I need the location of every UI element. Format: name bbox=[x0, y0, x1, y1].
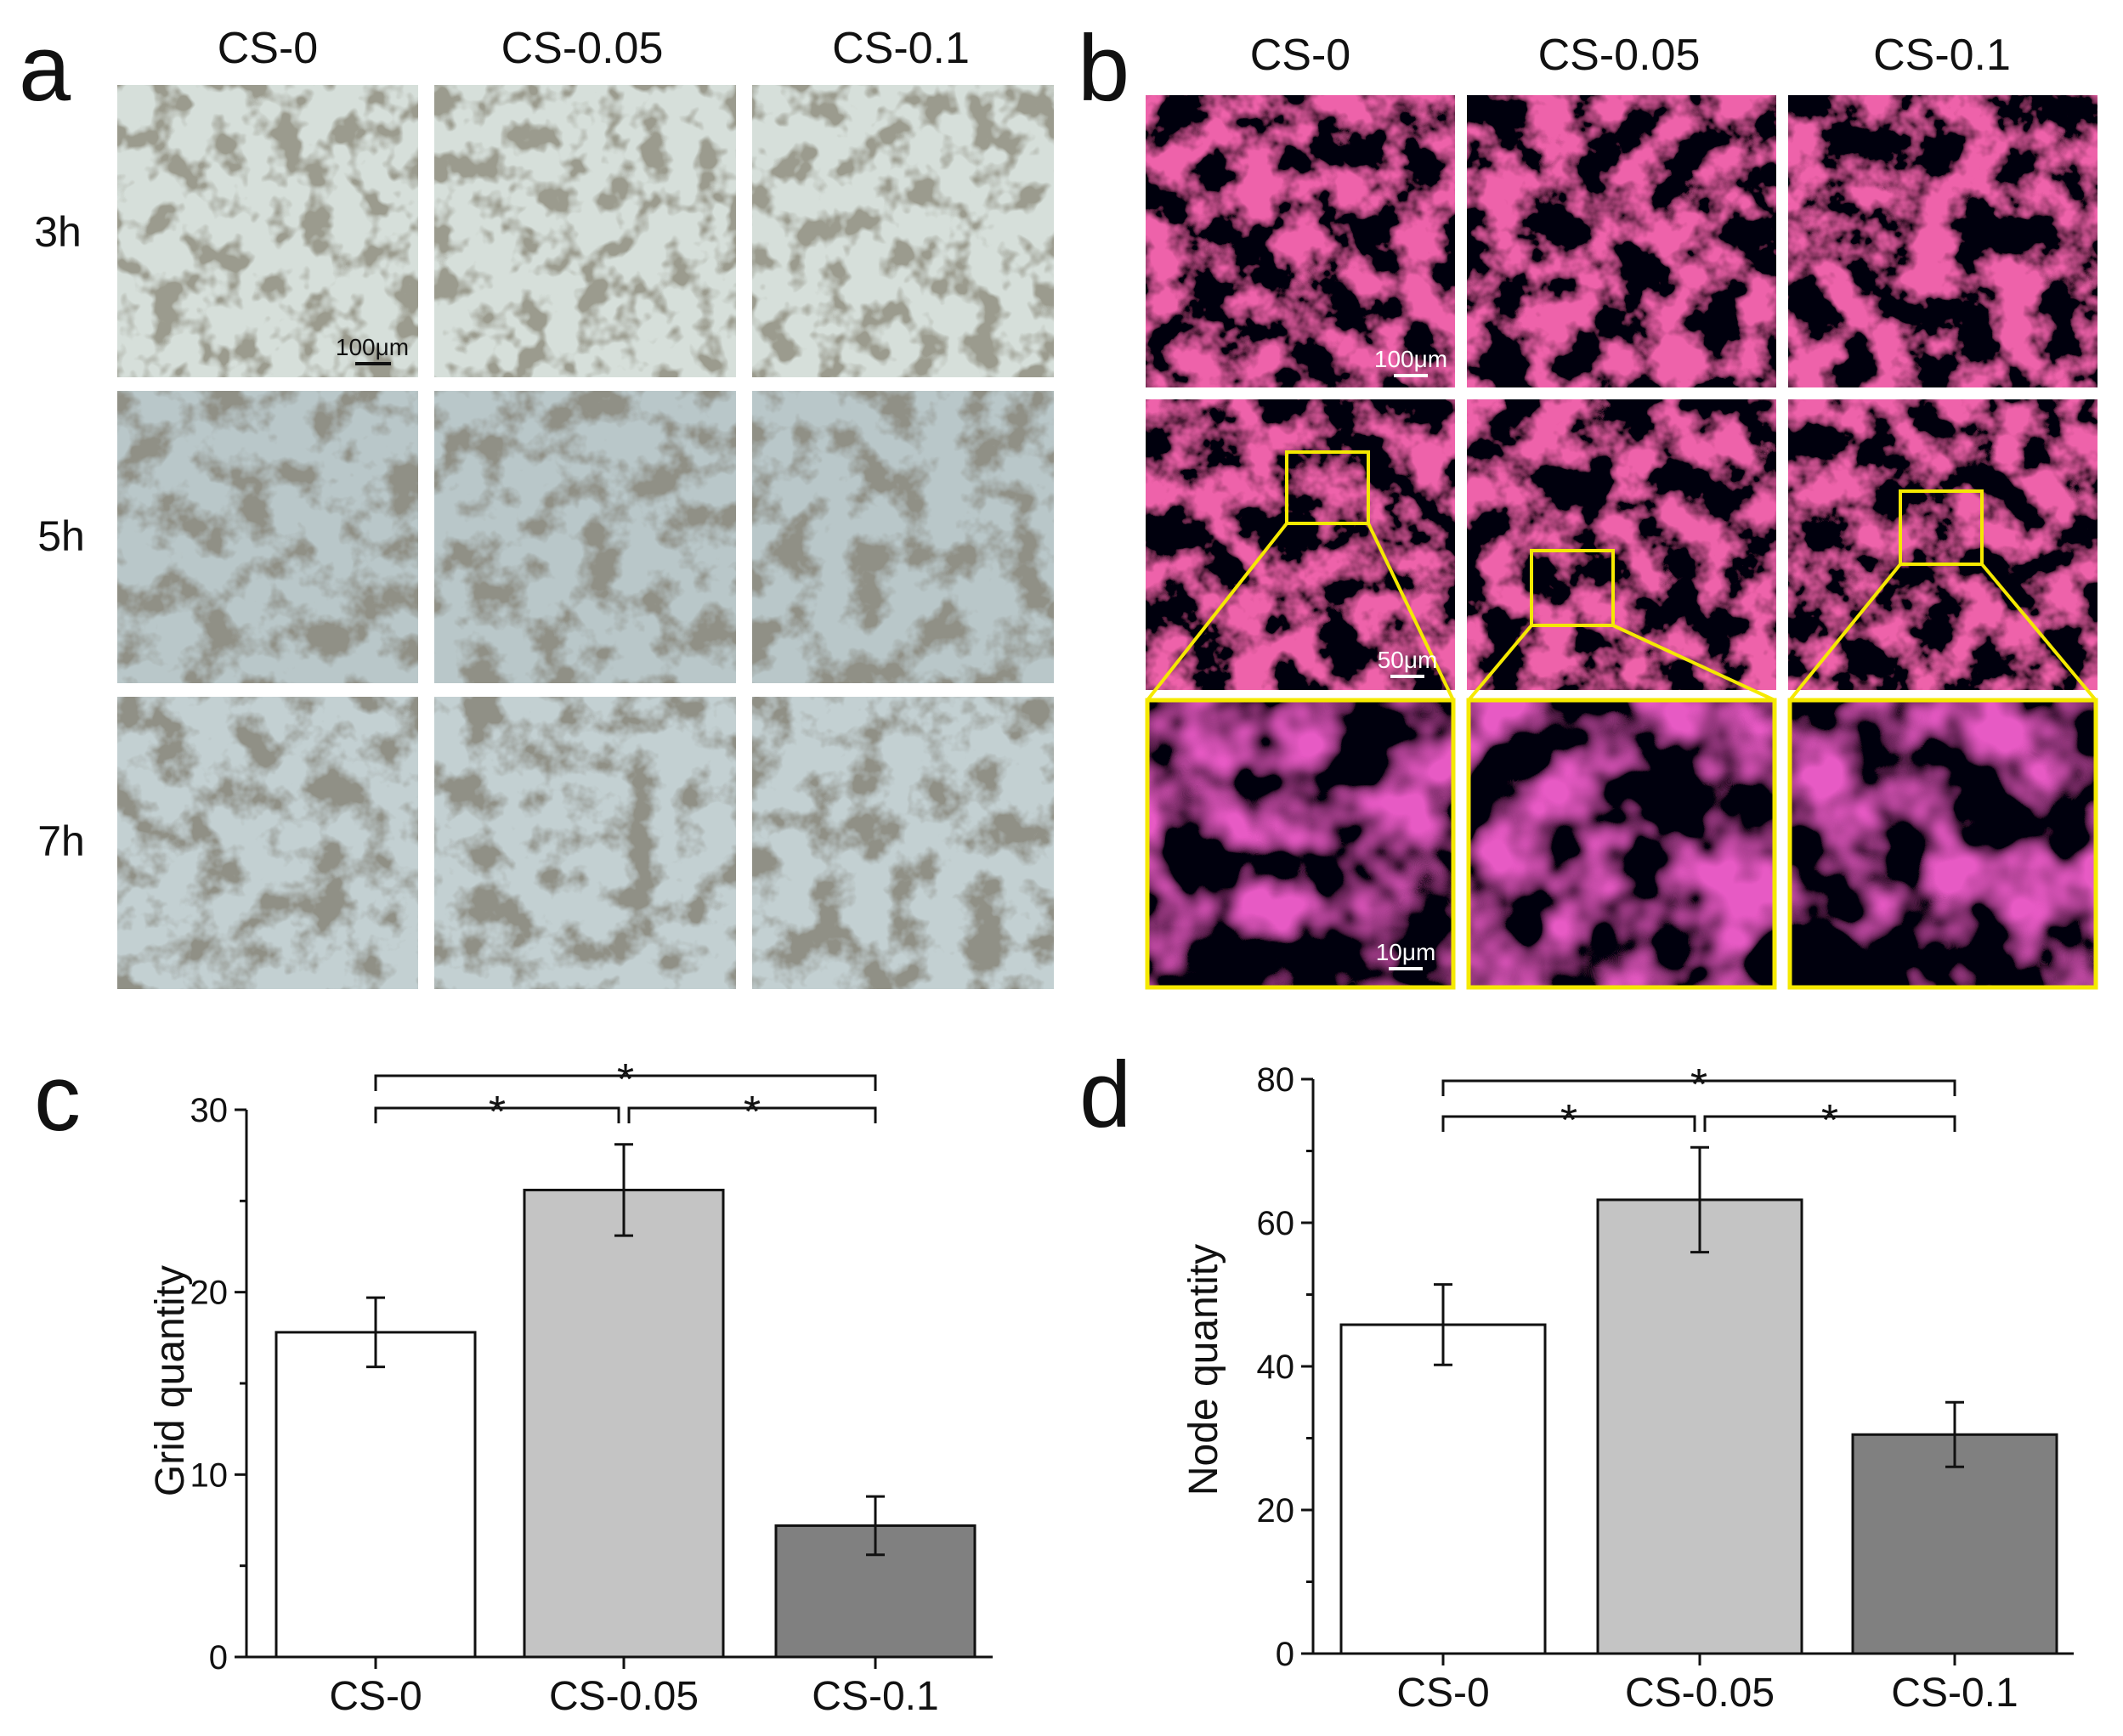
brightfield-image-cs0-5h bbox=[117, 391, 418, 683]
panel-b-scale-bar-label-10: 10μm bbox=[1376, 939, 1436, 965]
significance-bracket bbox=[374, 1106, 620, 1123]
zoom-line-left-cs01 bbox=[1788, 563, 1902, 702]
y-tick-label: 10 bbox=[190, 1456, 229, 1494]
fluorescence-image-cs0-low-mag bbox=[1146, 95, 1455, 387]
y-tick-label: 0 bbox=[209, 1639, 228, 1677]
bar-cs0 bbox=[275, 1331, 477, 1659]
fluorescence-inset-cs01 bbox=[1790, 700, 2096, 987]
panel-a-scale-bar-label: 100μm bbox=[336, 334, 409, 360]
bar-chart-node-quantity: d Node quantity 0 20 40 60 80 CS-0 CS-0.05 CS-0.1… bbox=[1079, 1043, 2074, 1716]
x-tick-label: CS-0.05 bbox=[549, 1674, 699, 1719]
significance-star: * bbox=[1690, 1060, 1707, 1110]
brightfield-image-cs01-7h bbox=[752, 697, 1054, 989]
panel-a-row-label-7h: 7h bbox=[37, 817, 85, 865]
fluorescence-inset-cs0 bbox=[1147, 700, 1453, 987]
brightfield-image-cs01-3h bbox=[752, 85, 1054, 377]
inset-border-cs01 bbox=[1787, 698, 2098, 990]
zoom-line-left-cs005 bbox=[1467, 624, 1533, 702]
inset-border-cs0 bbox=[1145, 698, 1456, 990]
panel-a-col-title-cs005: CS-0.05 bbox=[501, 24, 664, 73]
y-axis-title: Grid quantity bbox=[148, 1265, 193, 1496]
significance-star: * bbox=[1821, 1096, 1838, 1145]
brightfield-image-cs005-5h bbox=[434, 391, 736, 683]
panel-b-col-title-cs01: CS-0.1 bbox=[1873, 31, 2011, 80]
zoom-line-right-cs01 bbox=[1980, 563, 2098, 702]
x-tick-label: CS-0.1 bbox=[812, 1674, 938, 1719]
significance-bracket bbox=[1703, 1115, 1956, 1132]
bar-cs01 bbox=[774, 1524, 977, 1659]
panel-b-col-title-cs005: CS-0.05 bbox=[1538, 31, 1701, 80]
brightfield-image-cs0-3h bbox=[117, 85, 418, 377]
x-tick-label: CS-0.1 bbox=[1891, 1671, 2018, 1716]
significance-bracket bbox=[1441, 1079, 1956, 1096]
brightfield-image-cs005-7h bbox=[434, 697, 736, 989]
panel-a-col-title-cs01: CS-0.1 bbox=[832, 24, 970, 73]
panel-b-col-title-cs0: CS-0 bbox=[1250, 31, 1350, 80]
y-tick-label: 20 bbox=[190, 1275, 229, 1312]
x-tick-label: CS-0.05 bbox=[1625, 1671, 1775, 1716]
panel-c-label: c bbox=[34, 1046, 81, 1151]
fluorescence-image-cs0-mid-mag bbox=[1146, 399, 1455, 690]
x-tick-label: CS-0 bbox=[329, 1674, 422, 1719]
brightfield-image-cs0-7h bbox=[117, 697, 418, 989]
significance-bracket bbox=[627, 1106, 877, 1123]
panel-b-label: b bbox=[1078, 16, 1129, 121]
bar-cs005 bbox=[1596, 1198, 1803, 1655]
significance-bracket bbox=[1441, 1115, 1696, 1132]
y-tick-label: 20 bbox=[1257, 1492, 1295, 1530]
brightfield-image-cs005-3h bbox=[434, 85, 736, 377]
y-axis-title: Node quantity bbox=[1181, 1244, 1226, 1496]
zoom-line-left-cs0 bbox=[1146, 522, 1288, 702]
bar-cs01 bbox=[1851, 1433, 2058, 1655]
y-tick-label: 30 bbox=[190, 1092, 229, 1129]
y-tick-label: 40 bbox=[1257, 1349, 1295, 1386]
panel-a-row-label-5h: 5h bbox=[37, 512, 85, 560]
y-tick-label: 0 bbox=[1276, 1636, 1294, 1673]
zoom-region-box-cs01 bbox=[1899, 489, 1984, 566]
significance-star: * bbox=[489, 1088, 506, 1137]
inset-border-cs005 bbox=[1466, 698, 1777, 990]
x-tick-label: CS-0 bbox=[1396, 1671, 1489, 1716]
significance-bracket bbox=[374, 1074, 877, 1091]
bar-chart-grid-quantity: c Grid quantity 0 10 20 30 CS-0 CS-0.05 CS-0.1 * *… bbox=[34, 1046, 993, 1719]
fluorescence-image-cs01-low-mag bbox=[1788, 95, 2098, 387]
significance-star: * bbox=[1560, 1096, 1577, 1145]
panel-a-col-title-cs0: CS-0 bbox=[218, 24, 318, 73]
panel-b-scale-bar-label-50: 50μm bbox=[1378, 647, 1438, 673]
significance-star: * bbox=[617, 1055, 634, 1105]
panel-d-label: d bbox=[1079, 1043, 1131, 1147]
significance-star: * bbox=[744, 1088, 761, 1137]
fluorescence-image-cs005-low-mag bbox=[1467, 95, 1776, 387]
bar-cs0 bbox=[1339, 1323, 1547, 1655]
y-tick-label: 80 bbox=[1257, 1061, 1295, 1099]
y-tick-label: 60 bbox=[1257, 1205, 1295, 1242]
panel-a-label: a bbox=[19, 16, 71, 121]
panel-a-row-label-3h: 3h bbox=[34, 208, 82, 256]
zoom-line-right-cs005 bbox=[1612, 624, 1775, 702]
zoom-region-box-cs0 bbox=[1285, 450, 1370, 525]
zoom-line-right-cs0 bbox=[1367, 523, 1455, 701]
panel-b-scale-bar-label-100: 100μm bbox=[1374, 346, 1447, 372]
brightfield-image-cs01-5h bbox=[752, 391, 1054, 683]
zoom-region-box-cs005 bbox=[1530, 549, 1615, 627]
bar-cs005 bbox=[523, 1188, 725, 1659]
fluorescence-inset-cs005 bbox=[1469, 700, 1775, 987]
